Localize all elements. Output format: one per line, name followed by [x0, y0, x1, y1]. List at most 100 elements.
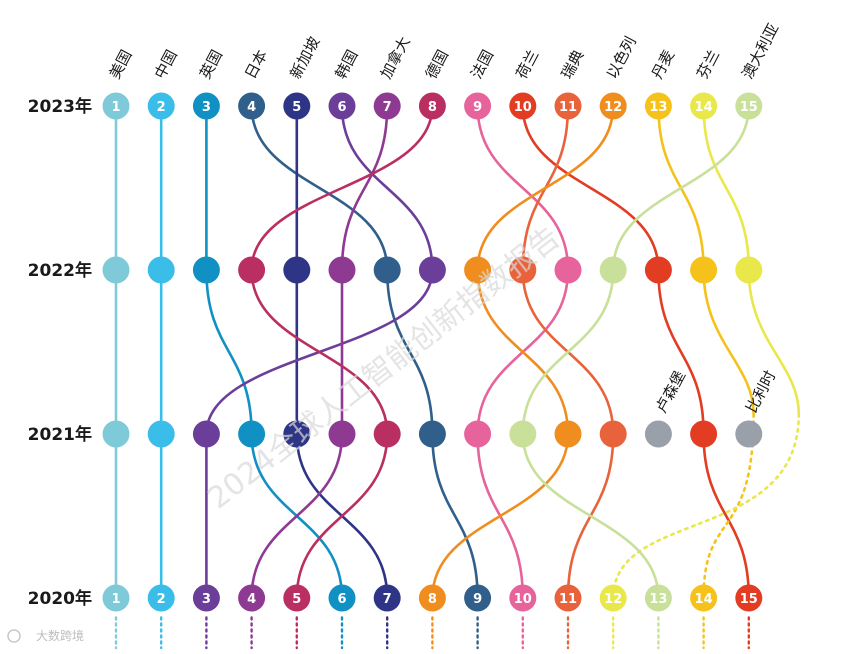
year-labels: 2023年 2022年 2021年 2020年 — [28, 96, 92, 609]
rank-number: 4 — [247, 100, 256, 115]
rank-link — [340, 105, 434, 271]
rank-number: 13 — [649, 100, 667, 115]
rank-link — [205, 269, 253, 435]
rank-node — [464, 420, 492, 448]
rank-node — [102, 584, 130, 612]
rank-link-dropout — [611, 412, 801, 600]
country-label: 中国 — [151, 47, 181, 82]
country-label: 芬兰 — [693, 47, 723, 82]
rank-node — [418, 256, 446, 284]
rank-node — [644, 584, 672, 612]
rank-number: 3 — [202, 592, 211, 607]
rank-number: 9 — [473, 592, 482, 607]
rank-number: 3 — [202, 100, 211, 115]
rank-node — [328, 584, 356, 612]
rank-node — [328, 420, 356, 448]
rank-link — [747, 269, 801, 415]
rank-node — [192, 92, 220, 120]
rank-node — [373, 584, 401, 612]
rank-number: 14 — [695, 100, 713, 115]
rank-node — [328, 256, 356, 284]
rank-node — [599, 92, 627, 120]
rank-node — [373, 92, 401, 120]
rank-node — [509, 420, 537, 448]
rank-number: 14 — [695, 592, 713, 607]
rank-link — [476, 105, 615, 271]
logo-text: 大数跨境 — [36, 628, 84, 643]
rank-number: 8 — [428, 100, 437, 115]
rank-node — [509, 256, 537, 284]
rank-node — [283, 420, 311, 448]
year-label: 2020年 — [28, 588, 92, 609]
year-label: 2023年 — [28, 96, 92, 117]
rank-number: 1 — [111, 100, 120, 115]
rank-links — [114, 105, 801, 600]
rank-node — [147, 92, 175, 120]
rank-node — [283, 92, 311, 120]
rank-number: 15 — [740, 592, 758, 607]
rank-node — [373, 420, 401, 448]
rank-node — [147, 256, 175, 284]
rank-number: 11 — [559, 100, 577, 115]
rank-node — [238, 92, 266, 120]
rank-node — [735, 256, 763, 284]
logo: 大数跨境 — [7, 628, 84, 643]
rank-node — [102, 92, 130, 120]
rank-node — [599, 584, 627, 612]
rank-link — [702, 105, 751, 271]
rank-node — [418, 584, 446, 612]
country-label: 加拿大 — [377, 34, 414, 82]
rank-number: 8 — [428, 592, 437, 607]
rank-number: 15 — [740, 100, 758, 115]
country-label: 新加坡 — [286, 34, 323, 82]
rank-link — [521, 433, 660, 599]
country-label: 韩国 — [332, 47, 362, 82]
rank-link — [702, 433, 751, 599]
rank-link — [250, 269, 389, 435]
inline-country-label: 卢森堡 — [652, 368, 689, 416]
inline-country-label: 比利时 — [742, 368, 779, 416]
rank-link — [250, 433, 344, 599]
inline-country-labels: 卢森堡 比利时 — [652, 368, 779, 416]
rank-node — [192, 420, 220, 448]
rank-number: 1 — [111, 592, 120, 607]
country-label: 以色列 — [603, 34, 640, 82]
rank-node — [147, 584, 175, 612]
rank-node — [554, 92, 582, 120]
rank-number: 10 — [514, 100, 532, 115]
rank-number: 11 — [559, 592, 577, 607]
rank-number: 12 — [604, 100, 622, 115]
rank-link — [340, 105, 389, 271]
country-label: 德国 — [422, 47, 452, 82]
rank-node — [644, 256, 672, 284]
rank-link — [250, 105, 434, 271]
rank-node — [238, 420, 266, 448]
dotted-stubs — [114, 616, 750, 650]
rank-link — [431, 433, 479, 599]
rank-number: 9 — [473, 100, 482, 115]
rank-node — [509, 92, 537, 120]
rank-node — [644, 92, 672, 120]
rank-link — [295, 433, 389, 599]
rank-node — [735, 92, 763, 120]
rank-number: 12 — [604, 592, 622, 607]
rank-node — [690, 420, 718, 448]
rank-node — [644, 420, 672, 448]
rank-node — [464, 584, 492, 612]
rank-node — [283, 584, 311, 612]
country-label: 丹麦 — [648, 47, 678, 82]
rank-link-dropout — [702, 412, 755, 600]
rank-number: 13 — [649, 592, 667, 607]
rank-node — [554, 420, 582, 448]
country-label: 荷兰 — [512, 47, 542, 82]
rank-link — [476, 105, 570, 271]
rank-link — [250, 105, 389, 271]
rank-node — [238, 256, 266, 284]
rank-link — [521, 105, 660, 271]
rank-node — [735, 420, 763, 448]
rank-node — [509, 584, 537, 612]
rank-number: 4 — [247, 592, 256, 607]
rank-node — [690, 92, 718, 120]
rank-link — [521, 269, 615, 435]
rank-number: 2 — [157, 100, 166, 115]
